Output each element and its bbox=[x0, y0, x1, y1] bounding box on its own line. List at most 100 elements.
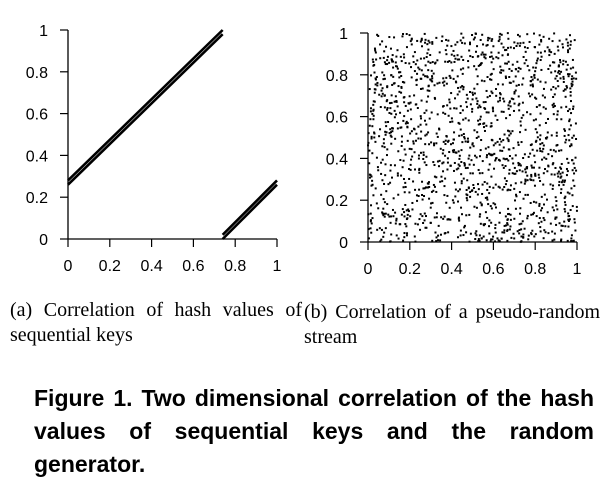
scatter-point bbox=[509, 100, 512, 103]
scatter-point bbox=[410, 43, 413, 46]
scatter-point bbox=[451, 120, 454, 123]
scatter-point bbox=[548, 54, 551, 57]
scatter-point bbox=[382, 142, 385, 145]
scatter-point bbox=[413, 51, 416, 54]
scatter-point bbox=[491, 106, 494, 109]
scatter-point bbox=[376, 84, 379, 87]
scatter-point bbox=[414, 240, 417, 243]
scatter-point bbox=[526, 179, 529, 182]
scatter-point bbox=[544, 137, 547, 140]
scatter-point bbox=[423, 32, 426, 35]
scatter-point bbox=[467, 66, 470, 69]
scatter-point bbox=[526, 214, 529, 217]
scatter-point bbox=[497, 100, 500, 103]
scatter-point bbox=[402, 53, 405, 56]
scatter-point bbox=[550, 51, 553, 54]
scatter-point bbox=[530, 232, 533, 235]
scatter-point bbox=[400, 174, 403, 177]
scatter-point bbox=[383, 182, 386, 185]
scatter-point bbox=[449, 143, 452, 146]
scatter-point bbox=[427, 95, 430, 98]
scatter-point bbox=[567, 49, 570, 52]
scatter-point bbox=[552, 184, 555, 187]
scatter-point bbox=[385, 45, 388, 48]
scatter-point bbox=[534, 128, 537, 131]
scatter-point bbox=[460, 134, 463, 137]
scatter-point bbox=[569, 124, 572, 127]
scatter-point bbox=[560, 118, 563, 121]
scatter-point bbox=[500, 237, 503, 240]
scatter-point bbox=[465, 197, 468, 200]
scatter-point bbox=[507, 138, 510, 141]
scatter-point bbox=[425, 100, 428, 103]
scatter-point bbox=[479, 149, 482, 152]
scatter-point bbox=[407, 210, 410, 213]
scatter-point bbox=[522, 197, 525, 200]
scatter-point bbox=[380, 95, 383, 98]
scatter-point bbox=[570, 85, 573, 88]
scatter-point bbox=[532, 166, 535, 169]
scatter-point bbox=[383, 106, 386, 109]
scatter-point bbox=[541, 150, 544, 153]
scatter-point bbox=[495, 56, 498, 59]
scatter-point bbox=[456, 58, 459, 61]
scatter-point bbox=[558, 39, 561, 42]
scatter-point bbox=[430, 111, 433, 114]
scatter-point bbox=[396, 67, 399, 70]
scatter-point bbox=[502, 139, 505, 142]
scatter-point bbox=[522, 77, 525, 80]
scatter-point bbox=[507, 140, 510, 143]
scatter-point bbox=[408, 34, 411, 37]
scatter-point bbox=[383, 94, 386, 97]
scatter-point bbox=[508, 228, 511, 231]
scatter-point bbox=[395, 55, 398, 58]
scatter-point bbox=[401, 166, 404, 169]
scatter-point bbox=[501, 188, 504, 191]
scatter-point bbox=[533, 74, 536, 77]
scatter-point bbox=[446, 157, 449, 160]
scatter-point bbox=[562, 59, 565, 62]
scatter-point bbox=[555, 118, 558, 121]
scatter-point bbox=[400, 85, 403, 88]
scatter-point bbox=[401, 35, 404, 38]
scatter-point bbox=[498, 240, 501, 243]
scatter-point bbox=[459, 229, 462, 232]
scatter-point bbox=[568, 128, 571, 131]
scatter-point bbox=[487, 36, 490, 39]
scatter-point bbox=[383, 215, 386, 218]
scatter-point bbox=[522, 41, 525, 44]
scatter-point bbox=[519, 164, 522, 167]
scatter-point bbox=[553, 232, 556, 235]
scatter-point bbox=[403, 215, 406, 218]
scatter-point bbox=[402, 119, 405, 122]
scatter-point bbox=[380, 161, 383, 164]
scatter-point bbox=[410, 158, 413, 161]
scatter-point bbox=[425, 226, 428, 229]
scatter-point bbox=[450, 92, 453, 95]
scatter-point bbox=[380, 228, 383, 231]
scatter-point bbox=[368, 176, 371, 179]
scatter-point bbox=[396, 49, 399, 52]
scatter-point bbox=[542, 147, 545, 150]
scatter-point bbox=[389, 181, 392, 184]
scatter-point bbox=[417, 157, 420, 160]
scatter-point bbox=[565, 138, 568, 141]
scatter-point bbox=[481, 160, 484, 163]
scatter-point bbox=[463, 163, 466, 166]
scatter-point bbox=[474, 154, 477, 157]
scatter-point bbox=[420, 37, 423, 40]
scatter-point bbox=[433, 96, 436, 99]
scatter-point bbox=[412, 140, 415, 143]
scatter-point bbox=[423, 119, 426, 122]
scatter-point bbox=[563, 197, 566, 200]
scatter-point bbox=[438, 81, 441, 84]
scatter-point bbox=[469, 41, 472, 44]
scatter-point bbox=[518, 44, 521, 47]
scatter-point bbox=[535, 139, 538, 142]
scatter-point bbox=[504, 158, 507, 161]
scatter-point bbox=[410, 130, 413, 133]
scatter-point bbox=[534, 118, 537, 121]
scatter-point bbox=[477, 55, 480, 58]
scatter-point bbox=[398, 90, 401, 93]
scatter-point bbox=[417, 154, 420, 157]
